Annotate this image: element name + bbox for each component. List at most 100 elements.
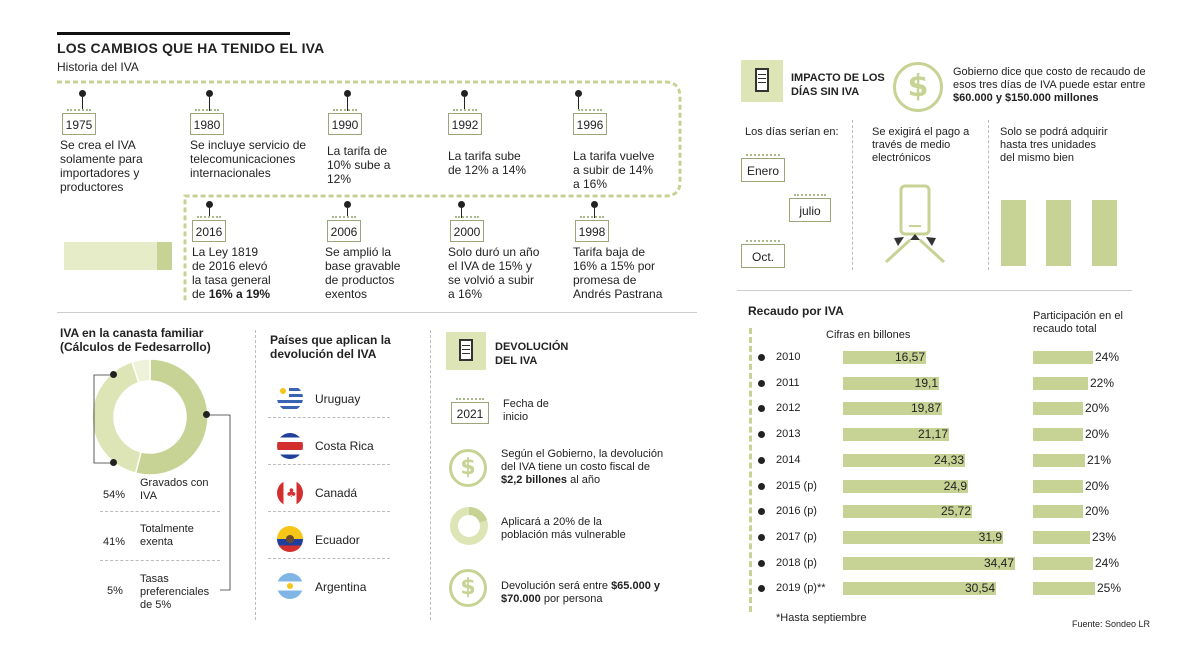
pct-bar [1033,454,1085,467]
timeline-stem [461,208,462,218]
source: Fuente: Sondeo LR [1072,619,1151,629]
category-label: 2014 [776,454,801,466]
value-bar [843,582,996,595]
timeline-stem [594,208,595,218]
footnote: *Hasta septiembre [776,612,867,624]
dias-label: Los días serían en: [745,126,839,138]
value-bar [843,402,942,415]
row-bullet [758,431,765,438]
fecha-label: Fecha de inicio [503,398,549,423]
timeline-text-part: La Ley 1819 de 2016 elevó la tasa genera… [192,245,271,301]
timeline-text: Tarifa baja de 16% a 15% por promesa de … [573,245,663,301]
pct-bar [1033,351,1093,364]
canasta-title: IVA en la canasta familiar (Cálculos de … [60,326,211,354]
category-label: 2017 (p) [776,531,817,543]
pct-bar [1033,480,1083,493]
page-subtitle: Historia del IVA [57,60,139,74]
vertical-divider [988,120,989,270]
value-label: 25,72 [940,504,971,518]
vertical-divider [852,120,853,270]
timeline-dot [591,201,598,208]
canasta-pct: 54% [103,489,126,501]
value-label: 30,54 [964,581,995,595]
timeline-text: La tarifa de 10% sube a 12% [327,144,391,186]
value-label: 24,33 [933,453,964,467]
separator [268,511,390,512]
leader-dot [110,459,117,466]
value-label: 16,57 [894,350,925,364]
pago-text: Se exigirá el pago a través de medio ele… [872,126,970,164]
value-bar [843,531,1003,544]
col1-label: Cifras en billones [826,329,911,341]
row-bullet [758,380,765,387]
category-label: 2019 (p)** [776,582,826,594]
value-label: 31,9 [978,530,1002,544]
year-box: 2016 [192,216,226,242]
dollar-icon: $ [449,569,487,607]
row-bullet [758,354,765,361]
paises-title: Países que aplican la devolución del IVA [270,333,391,361]
vulnerable-donut-icon [450,507,488,545]
timeline-stem [578,97,579,111]
row-bullet [758,534,765,541]
timeline-dot [461,90,468,97]
calendar-octubre: Oct. [741,240,785,268]
text-part: Devolución será entre [501,580,612,592]
canada-flag-icon: ♣ [277,480,303,506]
argentina-flag-icon [277,573,303,599]
calendar-enero: Enero [741,154,785,182]
canasta-label: Tasas preferenciales de 5% [140,573,210,611]
timeline-dot [206,201,213,208]
separator [100,560,220,561]
timeline-stem [209,208,210,218]
category-label: 2015 (p) [776,480,817,492]
timeline-dot [575,90,582,97]
timeline-text: Se incluye servicio de telecomunicacione… [190,138,307,180]
canasta-pct: 41% [103,536,126,548]
row-bullet [758,585,765,592]
country-name: Costa Rica [315,439,374,453]
timeline-stem [347,97,348,111]
section-divider [57,312,697,313]
unidades-text: Solo se podrá adquirir hasta tres unidad… [1000,126,1108,164]
impacto-title: IMPACTO DE LOS DÍAS SIN IVA [791,72,885,98]
value-bar [843,454,965,467]
pct-label: 24% [1095,350,1120,364]
costo-fiscal-text: Según el Gobierno, la devolución del IVA… [501,448,671,487]
timeline-text-highlight: 16% a 19% [208,287,271,301]
monto-text: Devolución será entre $65.000 y $70.000 … [501,580,671,606]
calendar-julio: julio [789,194,831,222]
value-label: 19,1 [914,376,938,390]
text-highlight: $2,2 billones [501,474,568,486]
row-bullet [758,405,765,412]
pct-bar [1033,377,1088,390]
separator [268,558,390,559]
text-part: Según el Gobierno, la devolución del IVA… [501,448,664,473]
unit-bar-icon [1046,200,1071,266]
value-bar [843,428,949,441]
canasta-donut [91,358,231,591]
value-bar [843,505,972,518]
costa-rica-flag-icon [277,433,303,459]
category-label: 2010 [776,351,801,363]
pct-bar [1033,402,1083,415]
chart-axis [749,328,752,612]
row-bullet [758,508,765,515]
year-box: 1998 [575,216,609,242]
unit-bar-icon [1092,200,1117,266]
canasta-pct: 5% [107,585,123,597]
pct-bar [1033,557,1093,570]
ecuador-flag-icon [277,526,303,552]
year-box: 1975 [62,109,96,135]
timeline-text: La Ley 1819 de 2016 elevó la tasa genera… [192,245,274,301]
page-title: LOS CAMBIOS QUE HA TENIDO EL IVA [57,40,325,56]
leader-dot [203,411,210,418]
year-box: 1992 [448,109,482,135]
clipboard-icon [741,60,783,102]
dollar-icon: $ [449,449,487,487]
value-bar [843,557,1015,570]
pct-bar [1033,505,1083,518]
value-label: 24,9 [943,479,967,493]
value-bar [843,377,939,390]
pct-label: 20% [1085,401,1110,415]
